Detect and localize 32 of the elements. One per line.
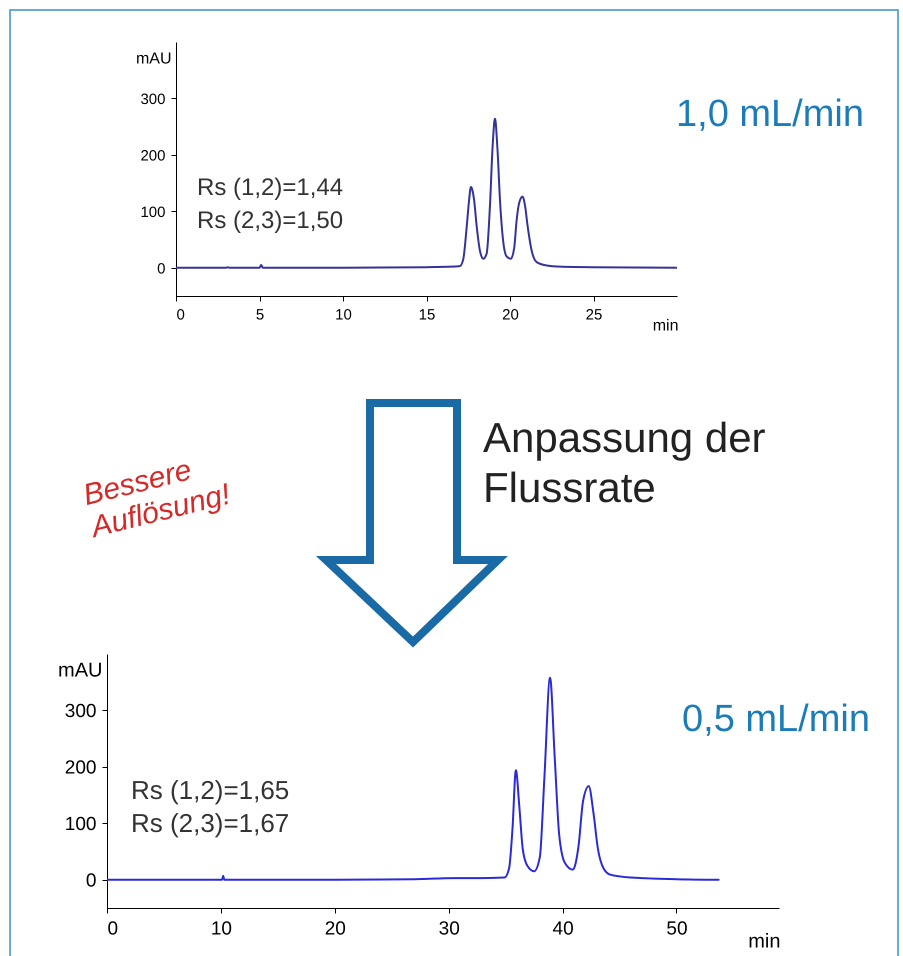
x-tick-label: 40 [552, 918, 574, 940]
line-series [176, 118, 677, 269]
y-tick-label: 200 [140, 147, 166, 164]
x-tick-label: 50 [666, 918, 688, 940]
x-tick-label: 5 [256, 306, 264, 324]
y-tick-label: 0 [157, 260, 166, 278]
x-axis-title: min [748, 930, 780, 952]
x-tick-label: 15 [418, 306, 436, 324]
annotation: Rs (1,2)=1,65 [131, 775, 290, 806]
y-tick-label: 0 [86, 870, 96, 892]
annotation: 0,5 mL/min [682, 697, 870, 742]
y-tick-label: 200 [64, 757, 96, 778]
y-tick-label: 300 [64, 700, 96, 722]
y-tick-label: 100 [140, 204, 166, 221]
x-axis-title: min [652, 318, 678, 334]
x-tick-label: 25 [586, 306, 602, 324]
annotation: Rs (2,3)=1,50 [197, 207, 344, 236]
y-tick-label: 300 [140, 90, 166, 108]
x-tick-label: 10 [335, 306, 352, 324]
y-axis-title: mAU [136, 50, 172, 68]
x-tick-label: 30 [438, 918, 460, 940]
annotation: Rs (2,3)=1,67 [131, 808, 290, 840]
x-tick-label: 10 [210, 918, 232, 940]
x-tick-label: 0 [108, 918, 118, 940]
y-tick-label: 100 [64, 814, 96, 835]
annotation: Rs (1,2)=1,44 [197, 174, 344, 203]
annotation: 1,0 mL/min [676, 92, 864, 137]
text: Anpassung der Flussrate [483, 413, 767, 514]
y-axis-title: mAU [58, 660, 102, 682]
x-tick-label: 20 [502, 306, 519, 324]
x-tick-label: 20 [324, 918, 346, 940]
x-tick-label: 0 [176, 306, 185, 324]
